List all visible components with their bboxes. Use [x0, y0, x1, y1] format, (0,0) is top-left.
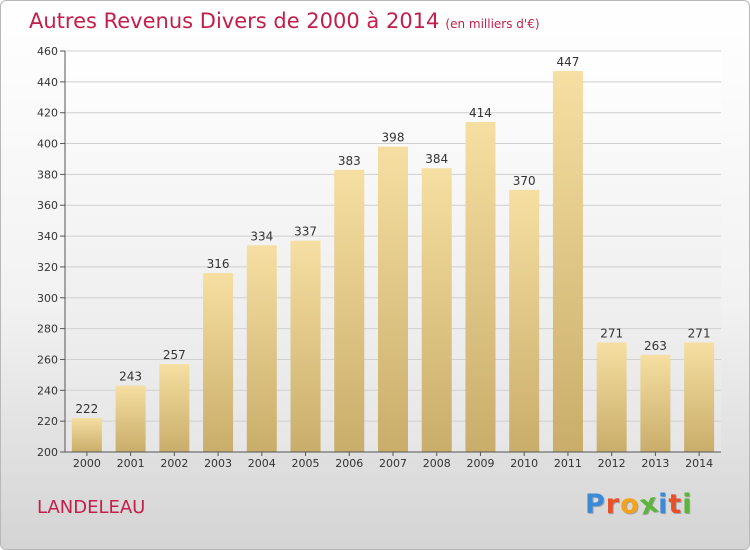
data-label-2007: 398 [382, 131, 405, 145]
bar-2007 [378, 146, 408, 452]
data-label-2003: 316 [207, 257, 230, 271]
x-tick-label-2003: 2003 [204, 457, 232, 470]
y-tick-label: 460 [37, 45, 58, 58]
x-tick-label-2012: 2012 [598, 457, 626, 470]
y-tick-label: 440 [37, 76, 58, 89]
data-label-2010: 370 [513, 174, 536, 188]
x-tick-label-2008: 2008 [423, 457, 451, 470]
y-tick-label: 300 [37, 292, 58, 305]
x-tick-label-2002: 2002 [160, 457, 188, 470]
x-tick-label-2009: 2009 [466, 457, 494, 470]
bar-2014 [684, 342, 715, 452]
x-tick-label-2004: 2004 [248, 457, 276, 470]
data-label-2011: 447 [556, 55, 579, 69]
logo-letter: r [605, 489, 621, 520]
y-axis: 200 220 240 260 280 300 320 340 360 380 400 420 440 4… [37, 45, 66, 459]
y-tick-label: 320 [37, 261, 58, 274]
proxiti-logo[interactable]: Proxiti [585, 487, 693, 521]
bar-2003 [203, 273, 234, 452]
y-tick-label: 260 [37, 353, 58, 366]
data-label-2001: 243 [119, 370, 142, 384]
x-tick-label-2011: 2011 [554, 457, 582, 470]
x-tick-label-2001: 2001 [117, 457, 145, 470]
x-tick-label-2010: 2010 [510, 457, 538, 470]
bar-2009 [465, 121, 496, 452]
data-label-2005: 337 [294, 225, 317, 239]
y-tick-label: 420 [37, 107, 58, 120]
y-tick-label: 200 [37, 446, 58, 459]
data-label-2002: 257 [163, 348, 186, 362]
data-label-2012: 271 [600, 326, 623, 340]
commune-name: LANDELEAU [37, 497, 146, 518]
bar-2002 [159, 364, 190, 452]
y-tick-label: 220 [37, 415, 58, 428]
bar-2011 [552, 71, 583, 453]
y-tick-label: 340 [37, 230, 58, 243]
x-tick-label-2007: 2007 [379, 457, 407, 470]
data-label-2000: 222 [75, 402, 98, 416]
x-tick-label-2006: 2006 [335, 457, 363, 470]
data-label-2006: 383 [338, 154, 361, 168]
bar-2004 [246, 245, 277, 452]
bar-2013 [640, 354, 671, 452]
chart-title-text: Autres Revenus Divers de 2000 à 2014 [29, 9, 440, 33]
y-tick-label: 380 [37, 168, 58, 181]
logo-letter: i [658, 489, 669, 520]
x-tick-label-2014: 2014 [685, 457, 713, 470]
bars [71, 71, 715, 453]
chart-title: Autres Revenus Divers de 2000 à 2014 (en … [29, 9, 540, 33]
bar-2012 [596, 342, 627, 452]
y-tick-label: 240 [37, 384, 58, 397]
data-label-2008: 384 [425, 152, 448, 166]
data-label-2013: 263 [644, 339, 667, 353]
data-label-2009: 414 [469, 106, 492, 120]
x-tick-label-2005: 2005 [292, 457, 320, 470]
bar-2005 [290, 240, 321, 452]
logo-letter: i [682, 489, 693, 520]
bar-2010 [509, 189, 540, 453]
x-tick-label-2013: 2013 [641, 457, 669, 470]
chart-subtitle: (en milliers d'€) [445, 17, 540, 31]
logo-letter: t [668, 489, 683, 520]
bar-2006 [334, 169, 365, 452]
logo-letter: P [585, 489, 606, 520]
data-label-2004: 334 [250, 229, 273, 243]
bar-2001 [115, 385, 146, 452]
data-label-2014: 271 [688, 326, 711, 340]
y-tick-label: 280 [37, 323, 58, 336]
data-labels: 222 243 257 316 334 337 383 398 384 414 370 447 271 2… [75, 55, 710, 416]
x-tick-label-2000: 2000 [73, 457, 101, 470]
y-tick-label: 400 [37, 138, 58, 151]
y-tick-label: 360 [37, 199, 58, 212]
bar-2000 [71, 418, 102, 452]
x-axis: 2000 2001 2002 2003 2004 2005 2006 2007 2008 2009… [65, 451, 721, 470]
bar-2008 [421, 168, 452, 452]
logo-letter: o [620, 489, 640, 520]
